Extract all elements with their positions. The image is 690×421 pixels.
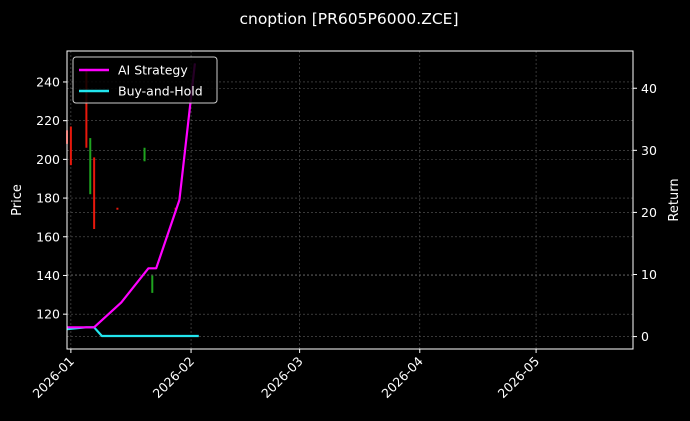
- left-tick-label: 160: [36, 229, 60, 244]
- candle: [93, 157, 96, 230]
- left-tick-label: 240: [36, 74, 60, 89]
- candle: [143, 147, 146, 162]
- legend: AI Strategy Buy-and-Hold: [72, 56, 218, 104]
- right-tick-label: 10: [641, 267, 657, 282]
- left-tick-label: 180: [36, 191, 60, 206]
- right-tick-label: 30: [641, 143, 657, 158]
- right-tick-label: 20: [641, 205, 657, 220]
- left-tick-label: 120: [36, 307, 60, 322]
- legend-label: AI Strategy: [118, 63, 188, 78]
- right-y-axis-label: Return: [667, 178, 682, 221]
- left-tick-label: 140: [36, 268, 60, 283]
- left-tick-label: 220: [36, 113, 60, 128]
- left-y-axis-label: Price: [10, 184, 25, 216]
- legend-label: Buy-and-Hold: [118, 84, 203, 99]
- chart-title: cnoption [PR605P6000.ZCE]: [239, 10, 458, 28]
- candle: [85, 68, 88, 148]
- candle: [89, 138, 92, 195]
- right-y-axis: 0 10 20 30 40: [633, 81, 657, 344]
- candle: [116, 207, 119, 210]
- series-line-ai-strategy: [67, 63, 196, 329]
- right-tick-label: 0: [641, 329, 649, 344]
- candle: [151, 275, 154, 293]
- series-lines: [66, 63, 199, 338]
- plot-frame: [66, 50, 634, 350]
- left-y-axis: 120 140 160 180 200 220 240: [36, 74, 67, 322]
- candle: [69, 126, 72, 166]
- left-tick-label: 200: [36, 152, 60, 167]
- right-tick-label: 40: [641, 81, 657, 96]
